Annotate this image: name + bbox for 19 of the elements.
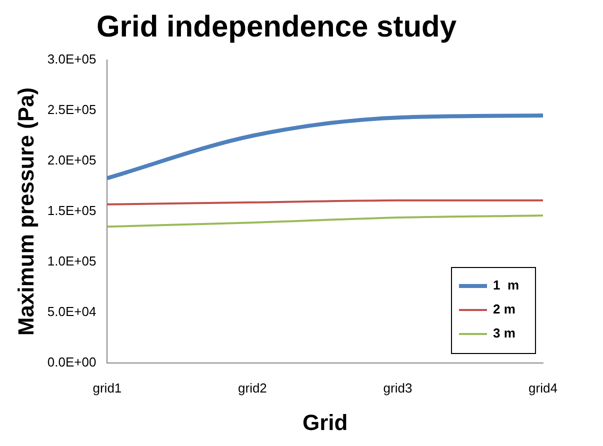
x-tick-label: grid1 [92,380,122,396]
y-tick-label: 5.0E+04 [47,304,96,320]
chart-title: Grid independence study [96,10,457,44]
x-tick-label: grid4 [528,380,558,396]
legend-label: 2 m [493,302,516,317]
legend-label: 1 m [493,278,520,293]
line-series [106,214,544,228]
y-tick-label: 2.0E+05 [47,152,96,168]
legend-label: 3 m [493,326,516,341]
y-tick-label: 0.0E+00 [47,354,96,370]
x-tick-label: grid2 [238,380,267,396]
y-tick-label: 3.0E+05 [47,52,96,67]
x-axis-title: Grid [302,410,348,435]
y-tick-label: 1.0E+05 [47,254,96,269]
y-tick-label: 1.5E+05 [47,203,96,218]
y-axis-title: Maximum pressure (Pa) [13,87,38,336]
line-series [105,114,545,180]
x-tick-label: grid3 [383,380,412,396]
y-tick-label: 2.5E+05 [47,102,96,118]
